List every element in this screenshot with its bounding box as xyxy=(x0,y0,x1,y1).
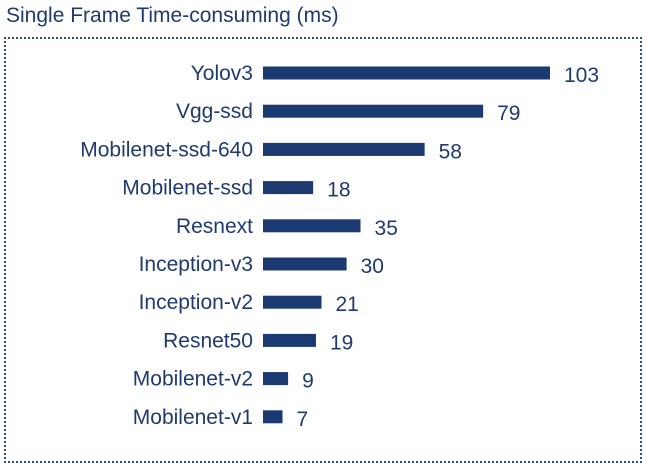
bar xyxy=(263,66,550,80)
category-label: Mobilenet-v1 xyxy=(133,406,253,429)
bar xyxy=(263,372,289,386)
data-label: 9 xyxy=(302,370,314,393)
category-label: Yolov3 xyxy=(191,62,253,85)
bar xyxy=(263,104,484,118)
data-label: 58 xyxy=(439,140,462,163)
data-label: 103 xyxy=(564,64,599,87)
category-label: Mobilenet-ssd xyxy=(122,177,253,200)
bar xyxy=(263,410,283,424)
data-label: 7 xyxy=(297,408,309,431)
category-label: Mobilenet-v2 xyxy=(133,368,253,391)
category-label: Resnet50 xyxy=(163,329,253,352)
category-label: Inception-v2 xyxy=(139,291,253,314)
bar xyxy=(263,142,425,156)
bar xyxy=(263,257,347,271)
bar xyxy=(263,219,361,233)
category-label: Mobilenet-ssd-640 xyxy=(80,138,253,161)
data-label: 21 xyxy=(336,293,359,316)
data-label: 18 xyxy=(327,179,350,202)
bar xyxy=(263,333,316,347)
data-label: 35 xyxy=(375,217,398,240)
data-label: 30 xyxy=(361,255,384,278)
chart-frame xyxy=(4,37,642,463)
bar xyxy=(263,181,314,195)
category-label: Vgg-ssd xyxy=(176,100,253,123)
data-label: 79 xyxy=(497,102,520,125)
category-label: Resnext xyxy=(176,215,253,238)
category-label: Inception-v3 xyxy=(139,253,253,276)
data-label: 19 xyxy=(330,331,353,354)
chart-title: Single Frame Time-consuming (ms) xyxy=(6,4,339,27)
bar xyxy=(263,295,322,309)
